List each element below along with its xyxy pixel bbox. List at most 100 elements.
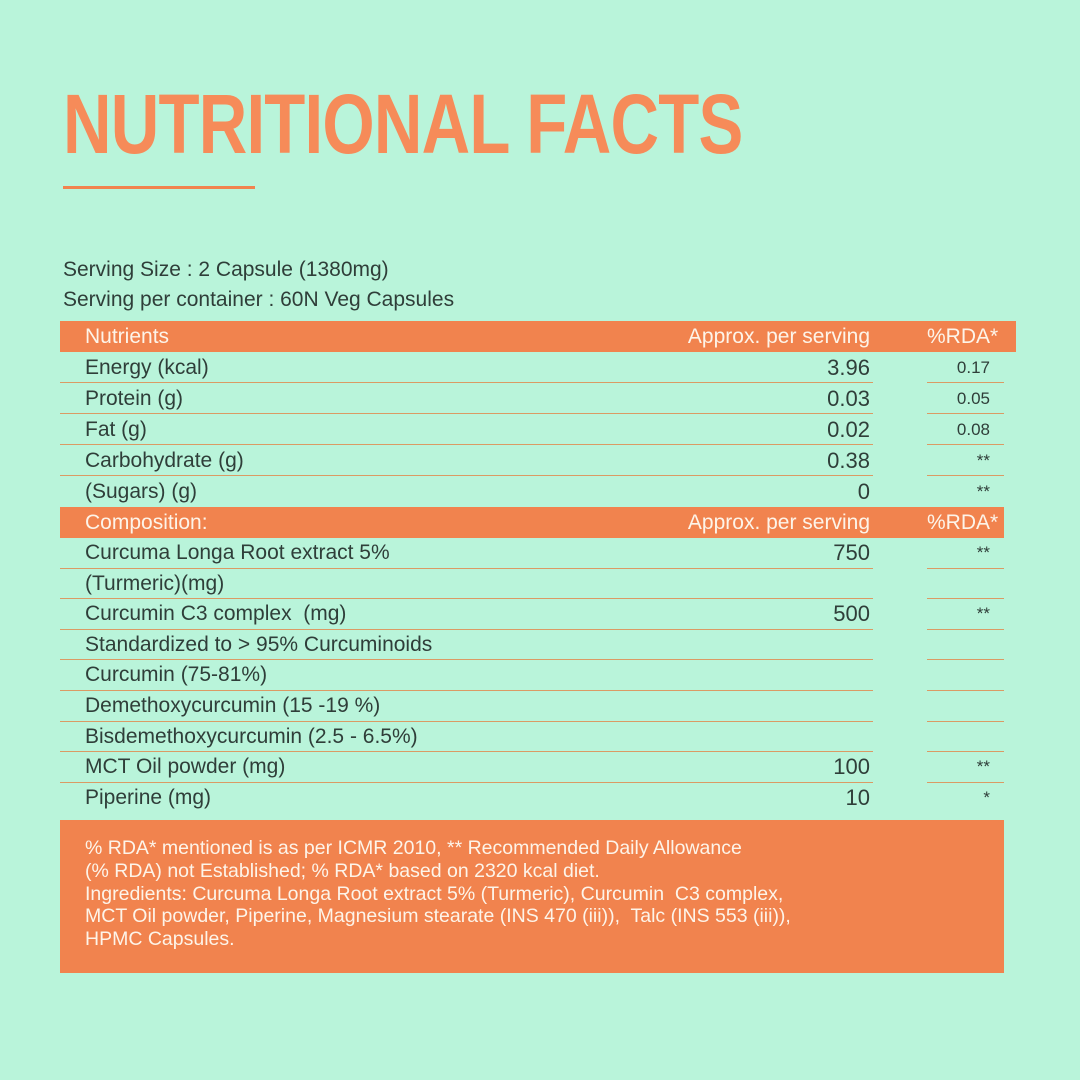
row-value: 0.03: [827, 386, 870, 411]
table-row: Energy (kcal) 3.96 0.17: [60, 352, 1004, 383]
section-header-label: Composition:: [85, 511, 208, 534]
row-main-cell: Fat (g) 0.02: [60, 414, 873, 445]
column-gap: [873, 722, 927, 753]
column-gap: [873, 691, 927, 722]
row-rda: **: [976, 482, 990, 501]
column-gap: [873, 321, 927, 352]
row-rda: [927, 660, 1004, 691]
row-main-cell: Protein (g) 0.03: [60, 383, 873, 414]
row-rda: 0.17: [927, 352, 1004, 383]
section-header-col3: %RDA*: [927, 325, 999, 348]
row-main-cell: Demethoxycurcumin (15 -19 %): [60, 691, 873, 722]
row-value: 100: [833, 754, 870, 780]
row-label: Fat (g): [85, 418, 147, 441]
section-header-col3: %RDA*: [927, 511, 999, 534]
row-main-cell: Standardized to > 95% Curcuminoids: [60, 630, 873, 661]
column-gap: [873, 538, 927, 569]
section-header-col2: Approx. per serving: [687, 325, 870, 348]
row-label: Carbohydrate (g): [85, 449, 244, 472]
column-gap: [873, 507, 927, 538]
table-row: Fat (g) 0.02 0.08: [60, 414, 1004, 445]
column-gap: [873, 660, 927, 691]
row-label: Curcumin C3 complex (mg): [85, 602, 347, 626]
row-main-cell: Carbohydrate (g) 0.38: [60, 445, 873, 476]
table-row: Carbohydrate (g) 0.38 **: [60, 445, 1004, 476]
row-rda: [927, 630, 1004, 661]
row-value: 10: [845, 784, 870, 810]
table-section-header: Nutrients Approx. per serving %RDA*: [60, 321, 1016, 352]
table-row: Demethoxycurcumin (15 -19 %): [60, 691, 1004, 722]
column-gap: [873, 383, 927, 414]
row-label: (Turmeric)(mg): [85, 571, 225, 595]
row-rda: 0.08: [927, 414, 1004, 445]
row-rda: [927, 569, 1004, 600]
column-gap: [873, 569, 927, 600]
table-row: Piperine (mg) 10 *: [60, 783, 1004, 814]
row-label: Curcumin (75-81%): [85, 663, 268, 687]
row-rda: 0.05: [927, 383, 1004, 414]
row-value: 0.02: [827, 417, 870, 442]
row-label: (Sugars) (g): [85, 480, 198, 503]
row-value: 0: [857, 479, 870, 504]
row-rda: [927, 722, 1004, 753]
row-main-cell: Curcuma Longa Root extract 5% 750: [60, 538, 873, 569]
row-value: 3.96: [827, 355, 870, 380]
row-label: Energy (kcal): [85, 356, 209, 379]
row-rda: **: [927, 445, 1004, 476]
column-gap: [873, 599, 927, 630]
row-main-cell: MCT Oil powder (mg) 100: [60, 752, 873, 783]
table-row: Curcumin C3 complex (mg) 500 **: [60, 599, 1004, 630]
table-row: Protein (g) 0.03 0.05: [60, 383, 1004, 414]
column-gap: [873, 783, 927, 814]
column-gap: [873, 414, 927, 445]
row-main-cell: Curcumin (75-81%): [60, 660, 873, 691]
row-label: Piperine (mg): [85, 785, 212, 809]
footnote-box: % RDA* mentioned is as per ICMR 2010, **…: [60, 820, 1004, 974]
row-rda: [927, 691, 1004, 722]
table-row: Curcuma Longa Root extract 5% 750 **: [60, 538, 1004, 569]
row-main-cell: Piperine (mg) 10: [60, 783, 873, 814]
footnote-line: % RDA* mentioned is as per ICMR 2010, **…: [85, 837, 742, 860]
row-label: Curcuma Longa Root extract 5%: [85, 541, 390, 564]
section-header-main-cell: Nutrients Approx. per serving: [60, 321, 873, 352]
table-row: (Sugars) (g) 0 **: [60, 476, 1004, 507]
column-gap: [873, 752, 927, 783]
row-value: 0.38: [827, 448, 870, 473]
table-row: (Turmeric)(mg): [60, 569, 1004, 600]
table-section-header: Composition: Approx. per serving %RDA*: [60, 507, 1004, 538]
row-rda: **: [927, 538, 1004, 569]
row-rda: **: [927, 599, 1004, 630]
footnote-line: MCT Oil powder, Piperine, Magnesium stea…: [85, 905, 791, 928]
nutrition-table: Nutrients Approx. per serving %RDA* Ener…: [60, 321, 1016, 814]
serving-info: Serving Size : 2 Capsule (1380mg) Servin…: [63, 255, 1080, 314]
column-gap: [873, 445, 927, 476]
row-label: MCT Oil powder (mg): [85, 755, 286, 779]
row-value: 750: [833, 540, 870, 565]
title-underline: [63, 186, 255, 189]
footnote-line: Ingredients: Curcuma Longa Root extract …: [85, 882, 784, 905]
row-main-cell: (Turmeric)(mg): [60, 569, 873, 600]
column-gap: [873, 352, 927, 383]
row-label: Demethoxycurcumin (15 -19 %): [85, 693, 381, 717]
row-label: Bisdemethoxycurcumin (2.5 - 6.5%): [85, 724, 418, 748]
row-label: Protein (g): [85, 387, 184, 410]
column-gap: [873, 630, 927, 661]
row-rda: *: [983, 787, 990, 807]
table-row: Standardized to > 95% Curcuminoids: [60, 630, 1004, 661]
table-row: MCT Oil powder (mg) 100 **: [60, 752, 1004, 783]
section-header-label: Nutrients: [85, 325, 170, 348]
table-row: Curcumin (75-81%): [60, 660, 1004, 691]
footnote-line: HPMC Capsules.: [85, 927, 235, 950]
row-main-cell: Energy (kcal) 3.96: [60, 352, 873, 383]
row-main-cell: (Sugars) (g) 0: [60, 476, 873, 507]
table-row: Bisdemethoxycurcumin (2.5 - 6.5%): [60, 722, 1004, 753]
serving-size: Serving Size : 2 Capsule (1380mg): [63, 258, 389, 281]
serving-per-container: Serving per container : 60N Veg Capsules: [63, 287, 455, 311]
row-main-cell: Curcumin C3 complex (mg) 500: [60, 599, 873, 630]
row-rda: **: [927, 752, 1004, 783]
row-label: Standardized to > 95% Curcuminoids: [85, 632, 433, 656]
row-value: 500: [833, 601, 870, 627]
column-gap: [873, 476, 927, 507]
section-header-col2: Approx. per serving: [687, 511, 870, 534]
